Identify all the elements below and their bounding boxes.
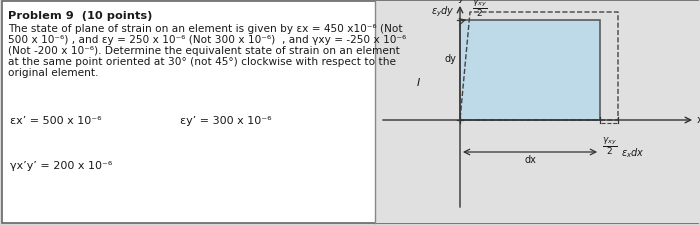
Text: $\varepsilon_x dx$: $\varepsilon_x dx$ <box>621 145 645 159</box>
Text: dy: dy <box>444 54 456 64</box>
Text: The state of plane of strain on an element is given by εx = 450 x10⁻⁶ (Not: The state of plane of strain on an eleme… <box>8 24 402 34</box>
Text: at the same point oriented at 30° (not 45°) clockwise with respect to the: at the same point oriented at 30° (not 4… <box>8 57 396 67</box>
Text: 500 x 10⁻⁶) , and εy = 250 x 10⁻⁶ (Not 300 x 10⁻⁶)  , and γxy = -250 x 10⁻⁶: 500 x 10⁻⁶) , and εy = 250 x 10⁻⁶ (Not 3… <box>8 35 406 45</box>
Bar <box>460 21 600 120</box>
Text: I: I <box>416 78 419 88</box>
Text: (Not -200 x 10⁻⁶). Determine the equivalent state of strain on an element: (Not -200 x 10⁻⁶). Determine the equival… <box>8 46 400 56</box>
Bar <box>375 2 700 223</box>
Text: x: x <box>697 115 700 124</box>
Text: γx’y’ = 200 x 10⁻⁶: γx’y’ = 200 x 10⁻⁶ <box>10 160 112 170</box>
Text: $\varepsilon_y dy$: $\varepsilon_y dy$ <box>431 4 455 19</box>
Text: εx’ = 500 x 10⁻⁶: εx’ = 500 x 10⁻⁶ <box>10 115 101 126</box>
Text: Problem 9  (10 points): Problem 9 (10 points) <box>8 11 153 21</box>
Text: original element.: original element. <box>8 68 99 78</box>
Text: $\dfrac{\gamma_{xy}}{2}$: $\dfrac{\gamma_{xy}}{2}$ <box>602 134 617 156</box>
Text: dx: dx <box>524 154 536 164</box>
Text: $\dfrac{\gamma_{xy}}{2}$: $\dfrac{\gamma_{xy}}{2}$ <box>472 0 487 19</box>
Text: εy’ = 300 x 10⁻⁶: εy’ = 300 x 10⁻⁶ <box>180 115 272 126</box>
Text: y: y <box>458 0 464 3</box>
